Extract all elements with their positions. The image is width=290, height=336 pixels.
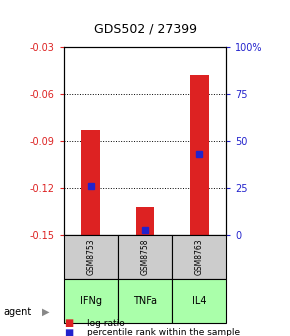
Bar	[81, 130, 100, 235]
Bar	[190, 75, 209, 235]
FancyBboxPatch shape	[64, 279, 118, 323]
FancyBboxPatch shape	[172, 235, 226, 279]
FancyBboxPatch shape	[118, 279, 172, 323]
Text: TNFa: TNFa	[133, 296, 157, 306]
Text: percentile rank within the sample: percentile rank within the sample	[87, 328, 240, 336]
FancyBboxPatch shape	[64, 235, 118, 279]
Text: ■: ■	[64, 318, 73, 328]
Text: GSM8753: GSM8753	[86, 239, 95, 276]
Text: ▶: ▶	[42, 307, 50, 317]
Text: GDS502 / 27399: GDS502 / 27399	[93, 22, 197, 35]
Text: IL4: IL4	[192, 296, 206, 306]
Text: GSM8758: GSM8758	[140, 239, 150, 275]
Text: agent: agent	[3, 307, 31, 317]
FancyBboxPatch shape	[172, 279, 226, 323]
Text: ■: ■	[64, 328, 73, 336]
FancyBboxPatch shape	[118, 235, 172, 279]
Text: GSM8763: GSM8763	[195, 239, 204, 276]
Text: log ratio: log ratio	[87, 319, 125, 328]
Text: IFNg: IFNg	[80, 296, 102, 306]
Bar	[135, 207, 155, 235]
